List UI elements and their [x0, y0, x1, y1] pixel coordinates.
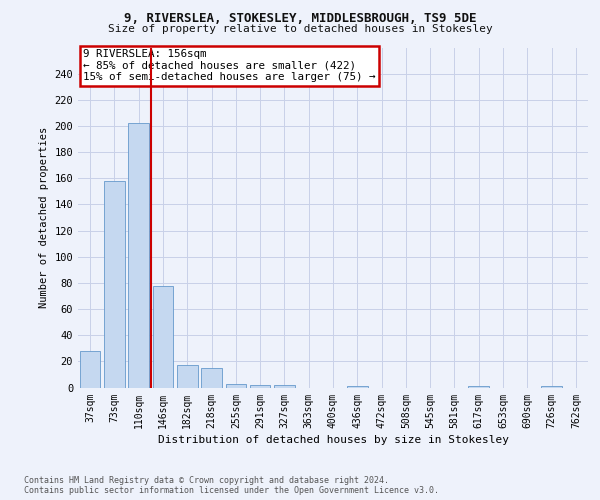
Bar: [541, 386, 562, 388]
Bar: [201, 368, 222, 388]
Bar: [80, 351, 100, 388]
Bar: [226, 384, 246, 388]
Bar: [104, 181, 125, 388]
Text: 9 RIVERSLEA: 156sqm
← 85% of detached houses are smaller (422)
15% of semi-detac: 9 RIVERSLEA: 156sqm ← 85% of detached ho…: [83, 49, 376, 82]
Y-axis label: Number of detached properties: Number of detached properties: [39, 127, 49, 308]
Bar: [347, 386, 368, 388]
Bar: [469, 386, 489, 388]
X-axis label: Distribution of detached houses by size in Stokesley: Distribution of detached houses by size …: [157, 434, 509, 444]
Bar: [274, 385, 295, 388]
Bar: [177, 366, 197, 388]
Text: Contains HM Land Registry data © Crown copyright and database right 2024.
Contai: Contains HM Land Registry data © Crown c…: [24, 476, 439, 495]
Bar: [152, 286, 173, 388]
Text: Size of property relative to detached houses in Stokesley: Size of property relative to detached ho…: [107, 24, 493, 34]
Text: 9, RIVERSLEA, STOKESLEY, MIDDLESBROUGH, TS9 5DE: 9, RIVERSLEA, STOKESLEY, MIDDLESBROUGH, …: [124, 12, 476, 26]
Bar: [128, 124, 149, 388]
Bar: [250, 385, 271, 388]
